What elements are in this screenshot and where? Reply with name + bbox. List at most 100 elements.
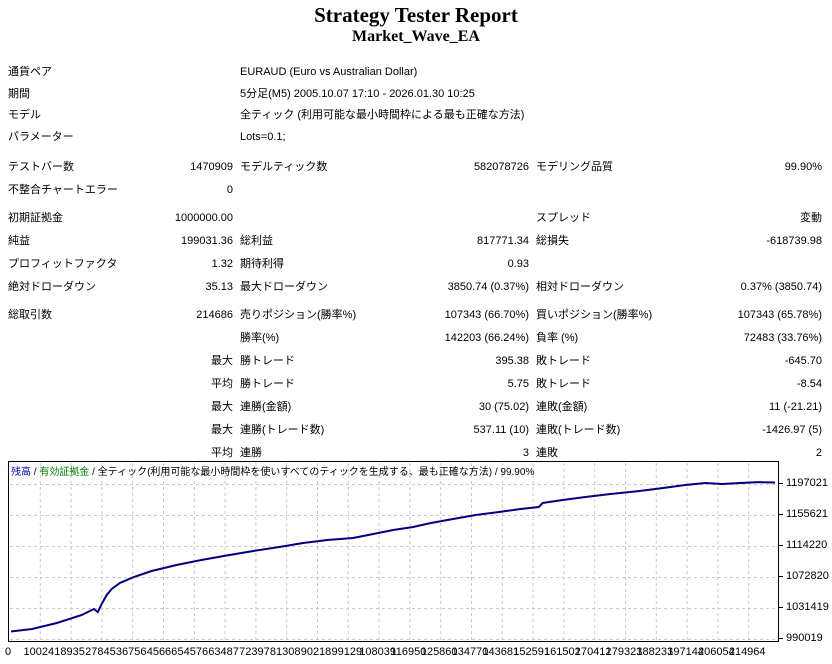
y-axis-tick: [779, 638, 783, 639]
x-axis-tick-label: 188233: [636, 646, 674, 658]
stat-label: 敗トレード: [536, 378, 591, 390]
modeling-quality: 99.90%: [500, 467, 535, 478]
stat-label: [240, 207, 410, 230]
stat-value: 0: [226, 184, 233, 196]
stat-label: 連勝(金額): [240, 401, 292, 413]
stat-label: 連敗(金額): [536, 401, 588, 413]
info-value: 全ティック (利用可能な最小時間枠による最も正確な方法): [240, 109, 525, 121]
x-axis-tick-label: 179323: [605, 646, 643, 658]
stat-label: 連敗: [536, 447, 558, 459]
y-axis-tick: [779, 545, 783, 546]
info-value: 5分足(M5) 2005.10.07 17:10 - 2026.01.30 10…: [240, 87, 475, 100]
test-stats-table: テストバー数 1470909 モデルティック数 582078726 モデリング品質 99.…: [0, 156, 832, 465]
info-label: 通貨ペア: [8, 66, 52, 78]
stat-value: 107343 (65.78%): [737, 309, 822, 321]
info-label: 期間: [8, 87, 30, 100]
stat-row: 平均 連勝 3 連敗 2: [0, 442, 832, 465]
balance-graph-header: 残高 / 有効証拠金 / 全ティック(利用可能な最小時間枠を使いすべてのティック…: [11, 463, 534, 478]
stat-label: 売りポジション(勝率%): [240, 309, 357, 321]
stat-value: 平均: [211, 447, 233, 459]
x-axis-tick-label: 45666: [146, 646, 178, 658]
equity-legend-label: 有効証拠金: [39, 467, 90, 478]
stat-label: [536, 253, 686, 276]
stat-row: プロフィットファクタ 1.32 期待利得 0.93: [0, 253, 832, 276]
x-axis-tick-label: 197144: [667, 646, 704, 658]
x-axis-tick-label: 99129: [331, 646, 363, 658]
x-axis-tick-label: 0: [4, 646, 12, 658]
stat-label: 期待利得: [240, 258, 284, 270]
stat-label: 勝率(%): [240, 332, 280, 344]
stat-value: -645.70: [784, 355, 822, 367]
stat-value: 1.32: [211, 258, 233, 270]
separator: /: [89, 467, 98, 478]
stat-label: 純益: [8, 235, 30, 247]
ea-name: Market_Wave_EA: [352, 28, 480, 45]
y-axis-tick: [779, 483, 783, 484]
stat-value: 3: [522, 447, 529, 459]
stat-value: -618739.98: [766, 235, 822, 247]
separator: /: [31, 467, 40, 478]
stat-value: 30 (75.02): [478, 401, 529, 413]
balance-curve: [10, 481, 776, 633]
stat-label: [536, 179, 686, 202]
stat-label: モデリング品質: [536, 161, 613, 173]
stat-label: 負率 (%): [536, 332, 579, 344]
stat-value: [410, 207, 529, 230]
stat-row: 平均 勝トレード 5.75 敗トレード -8.54: [0, 373, 832, 396]
stat-value: 11 (-21.21): [769, 401, 822, 413]
stat-label: プロフィットファクタ: [8, 258, 118, 270]
stat-label: 不整合チャートエラー: [8, 184, 118, 196]
stat-value: 817771.34: [477, 235, 529, 247]
x-axis-tick-label: 54576: [177, 646, 209, 658]
y-axis-tick-label: 1197021: [786, 477, 829, 489]
stat-label: [240, 179, 410, 202]
info-row: 期間 5分足(M5) 2005.10.07 17:10 - 2026.01.30 …: [0, 84, 832, 106]
stat-value: 2: [815, 447, 822, 459]
y-axis-tick: [779, 607, 783, 608]
stat-value: [686, 253, 822, 276]
stat-value: [686, 179, 822, 202]
model-description: 全ティック(利用可能な最小時間枠を使いすべてのティックを生成する、最も正確な方法…: [97, 467, 493, 478]
stat-value: 72483 (33.76%): [743, 332, 822, 344]
stat-label: 買いポジション(勝率%): [536, 309, 653, 321]
stat-value: 最大: [211, 401, 233, 413]
stat-row: 不整合チャートエラー 0: [0, 179, 832, 202]
stat-label: 相対ドローダウン: [536, 281, 624, 293]
stat-label: [8, 327, 170, 350]
x-axis-tick-label: 152591: [513, 646, 550, 658]
stat-value: 199031.36: [181, 235, 233, 247]
x-axis-tick-label: 27845: [85, 646, 116, 658]
y-axis-tick-label: 1072820: [786, 569, 829, 582]
stat-label: [8, 373, 170, 396]
info-value: Lots=0.1;: [240, 130, 286, 143]
y-axis-tick-label: 1031419: [786, 601, 829, 613]
stat-row: 総取引数 214686 売りポジション(勝率%) 107343 (66.70%) 買いポ…: [0, 304, 832, 327]
x-axis-tick-label: 18935: [54, 646, 85, 658]
stat-value: 0.93: [507, 258, 529, 270]
info-label: モデル: [8, 109, 41, 121]
x-axis-tick-label: 134770: [451, 646, 489, 658]
x-axis-tick-label: 10024: [23, 646, 55, 658]
x-axis-tick-label: 90218: [300, 646, 332, 658]
stat-row: 純益 199031.36 総利益 817771.34 総損失 -618739.98: [0, 230, 832, 253]
y-axis-tick-label: 990019: [786, 632, 823, 644]
stat-value: 最大: [211, 424, 233, 436]
y-axis-tick: [779, 513, 783, 515]
balance-curve-svg: [10, 463, 777, 640]
info-label: パラメーター: [8, 130, 74, 143]
stat-label: モデルティック数: [240, 161, 328, 173]
stat-value: 99.90%: [784, 161, 822, 173]
stat-value: 537.11 (10): [473, 424, 529, 436]
stat-label: 総損失: [536, 235, 569, 247]
info-row: 通貨ペア EURAUD (Euro vs Australian Dollar): [0, 62, 832, 84]
stat-value: 1000000.00: [174, 212, 233, 224]
stat-value: 395.38: [495, 355, 529, 367]
stat-value: 107343 (66.70%): [444, 309, 529, 321]
balance-graph: 残高 / 有効証拠金 / 全ティック(利用可能な最小時間枠を使いすべてのティック…: [8, 461, 779, 642]
stat-value: -1426.97 (5): [762, 424, 822, 436]
y-axis-tick: [779, 575, 783, 577]
page-title: Strategy Tester Report: [314, 3, 518, 27]
info-value: EURAUD (Euro vs Australian Dollar): [240, 66, 418, 78]
stat-label: 敗トレード: [536, 355, 591, 367]
